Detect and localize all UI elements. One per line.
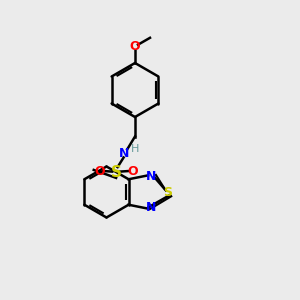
Text: S: S (111, 165, 122, 180)
Text: S: S (163, 185, 172, 199)
Text: O: O (94, 164, 105, 178)
Text: N: N (146, 201, 156, 214)
Text: O: O (127, 164, 138, 178)
Text: O: O (130, 40, 140, 53)
Text: N: N (146, 170, 156, 183)
Text: H: H (131, 144, 139, 154)
Text: N: N (118, 146, 129, 160)
